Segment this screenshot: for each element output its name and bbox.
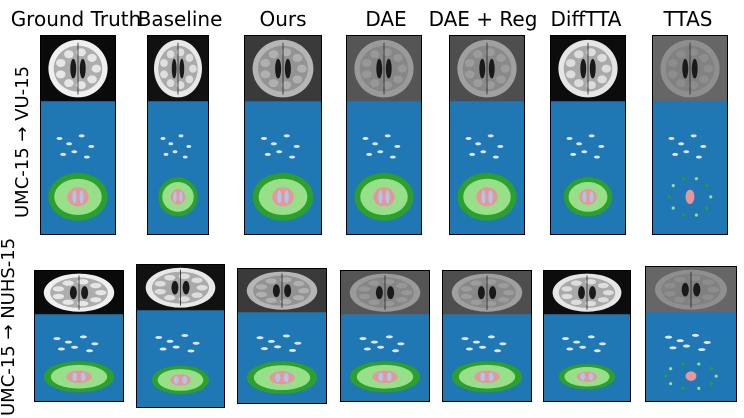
column-title-difftta: DiffTTA <box>550 7 622 31</box>
cell-ground-truth-row2 <box>34 270 124 402</box>
segmentation-mask <box>341 314 429 401</box>
panel-ours-row1 <box>245 36 321 234</box>
panel-dae-row1 <box>347 36 421 234</box>
cell-difftta-row1 <box>550 35 626 235</box>
column-title-baseline: Baseline <box>137 7 223 31</box>
mri-slice-image <box>450 36 524 102</box>
column-title-ttas: TTAS <box>663 7 713 31</box>
mri-slice-image <box>443 271 531 315</box>
segmentation-mask <box>41 101 115 234</box>
cell-difftta-row2 <box>543 270 631 402</box>
mri-slice-image <box>245 36 321 102</box>
panel-dae-row2 <box>341 271 429 401</box>
column-title-ours: Ours <box>259 7 307 31</box>
cell-ttas-row1 <box>652 35 728 235</box>
mri-slice-image <box>341 271 429 315</box>
mri-slice-image <box>347 36 421 102</box>
mri-slice-image <box>137 265 224 311</box>
row-label-nuhs: UMC-15 → NUHS-15 <box>0 237 19 416</box>
segmentation-mask <box>443 314 531 401</box>
cell-dae-reg-row2 <box>442 270 532 402</box>
mri-slice-image <box>148 36 208 102</box>
mri-slice-image <box>544 271 630 315</box>
column-title-dae-reg: DAE + Reg <box>428 7 538 31</box>
panel-ground-truth-row2 <box>35 271 123 401</box>
cell-ours-row2 <box>237 268 327 404</box>
panel-difftta-row2 <box>544 271 630 401</box>
mri-slice-image <box>41 36 115 102</box>
panel-difftta-row1 <box>551 36 625 234</box>
cell-ttas-row2 <box>645 266 737 402</box>
segmentation-mask <box>646 312 736 401</box>
row-label-vu: UMC-15 → VU-15 <box>12 65 33 218</box>
cell-dae-row1 <box>346 35 422 235</box>
mri-slice-image <box>551 36 625 102</box>
panel-ours-row2 <box>238 269 326 403</box>
column-title-dae: DAE <box>365 7 407 31</box>
cell-dae-row2 <box>340 270 430 402</box>
segmentation-mask <box>653 101 727 234</box>
panel-ttas-row2 <box>646 267 736 401</box>
segmentation-mask <box>35 314 123 401</box>
panel-ttas-row1 <box>653 36 727 234</box>
cell-dae-reg-row1 <box>449 35 525 235</box>
segmentation-mask <box>245 101 321 234</box>
cell-ground-truth-row1 <box>40 35 116 235</box>
panel-ground-truth-row1 <box>41 36 115 234</box>
segmentation-mask <box>148 101 208 234</box>
mri-slice-image <box>653 36 727 102</box>
segmentation-mask <box>137 310 224 407</box>
column-title-ground-truth: Ground Truth <box>10 7 142 31</box>
cell-baseline-row2 <box>136 264 225 408</box>
panel-baseline-row1 <box>148 36 208 234</box>
mri-slice-image <box>646 267 736 313</box>
segmentation-mask <box>450 101 524 234</box>
segmentation-mask <box>544 314 630 401</box>
cell-baseline-row1 <box>147 35 209 235</box>
panel-dae-reg-row2 <box>443 271 531 401</box>
segmentation-mask <box>551 101 625 234</box>
cell-ours-row1 <box>244 35 322 235</box>
mri-slice-image <box>35 271 123 315</box>
mri-slice-image <box>238 269 326 313</box>
segmentation-mask <box>238 312 326 403</box>
panel-baseline-row2 <box>137 265 224 407</box>
panel-dae-reg-row1 <box>450 36 524 234</box>
segmentation-mask <box>347 101 421 234</box>
